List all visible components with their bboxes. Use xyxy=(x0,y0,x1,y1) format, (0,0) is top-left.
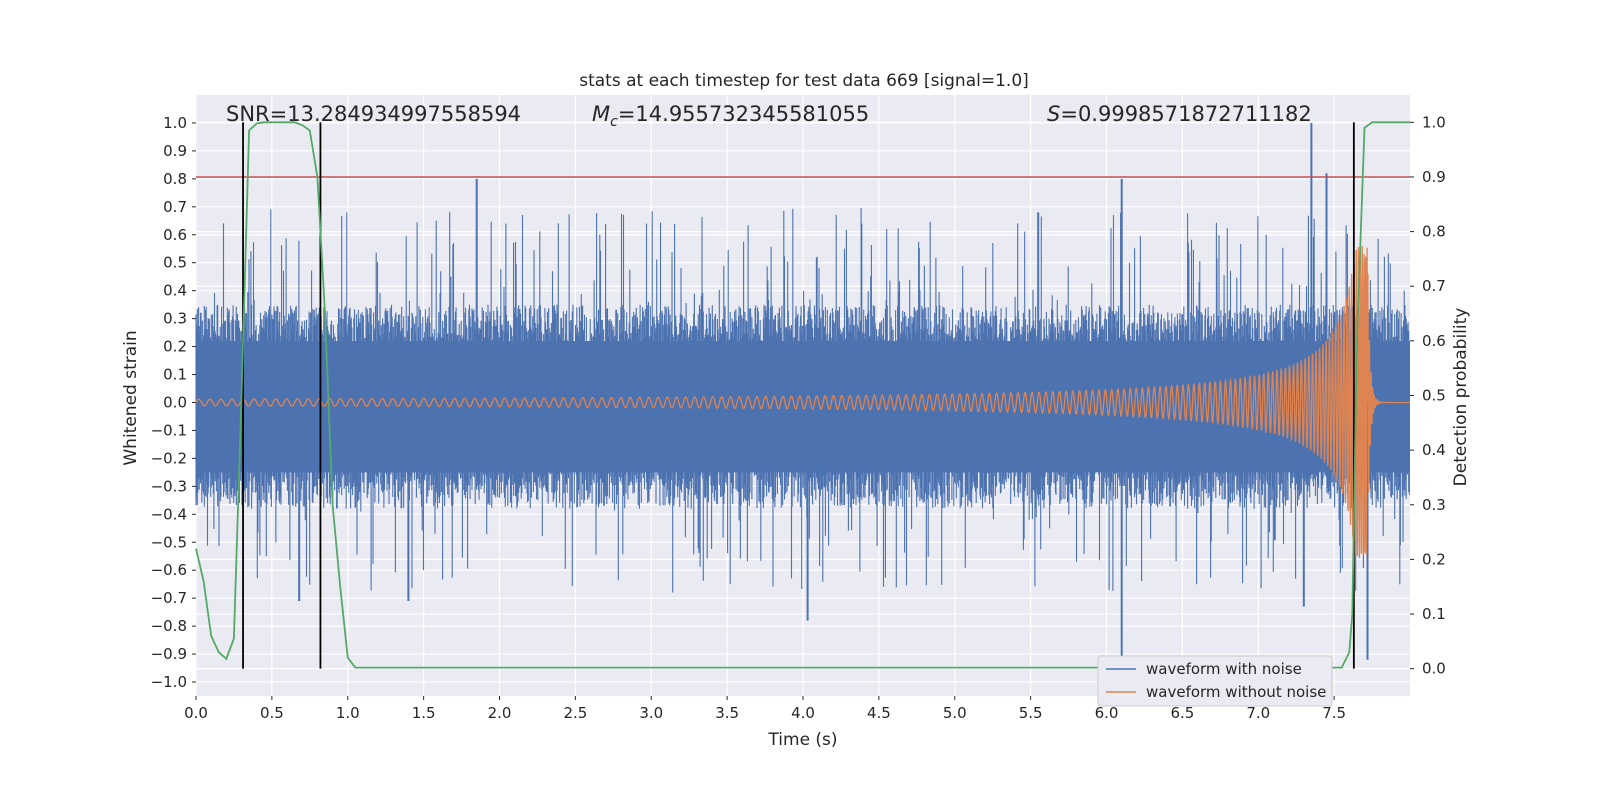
x-axis-label: Time (s) xyxy=(767,730,837,750)
significance-annotation: S=0.9998571872711182 xyxy=(1047,102,1312,126)
y-tick-label: 0.7 xyxy=(163,198,187,216)
y-tick-label: −0.2 xyxy=(151,449,187,467)
mc-symbol: M xyxy=(592,102,610,126)
mc-subscript: c xyxy=(610,114,618,130)
y-right-tick-label: 0.4 xyxy=(1422,441,1446,459)
y-right-tick-label: 0.5 xyxy=(1422,387,1446,405)
y-axis-label: Whitened strain xyxy=(121,330,141,465)
y-right-tick-label: 0.8 xyxy=(1422,223,1446,241)
x-tick-label: 5.0 xyxy=(943,704,967,722)
y-tick-label: −0.8 xyxy=(151,617,187,635)
snr-annotation: SNR=13.284934997558594 xyxy=(226,102,521,126)
x-tick-label: 5.5 xyxy=(1019,704,1043,722)
y-tick-label: −0.1 xyxy=(151,421,187,439)
y-right-tick-label: 0.3 xyxy=(1422,496,1446,514)
y-right-tick-label: 0.0 xyxy=(1422,660,1446,678)
y-tick-label: −1.0 xyxy=(151,673,187,691)
y-tick-label: −0.4 xyxy=(151,505,187,523)
y-right-tick-label: 0.9 xyxy=(1422,168,1446,186)
x-tick-label: 7.5 xyxy=(1322,704,1346,722)
y-right-tick-label: 1.0 xyxy=(1422,113,1446,131)
y-tick-label: −0.3 xyxy=(151,477,187,495)
y-tick-label: 1.0 xyxy=(163,114,187,132)
y-tick-label: 0.0 xyxy=(163,393,187,411)
x-tick-label: 1.5 xyxy=(412,704,436,722)
x-tick-label: 4.5 xyxy=(867,704,891,722)
x-tick-label: 2.0 xyxy=(488,704,512,722)
chirp-mass-annotation: Mc=14.955732345581055 xyxy=(592,102,869,130)
y-right-tick-label: 0.2 xyxy=(1422,550,1446,568)
y-right-tick-label: 0.6 xyxy=(1422,332,1446,350)
y-axis-ticks: 1.0 0.9 0.8 0.7 0.6 0.5 0.4 0.3 0.2 0.1 0.0 −0.1 −0.… xyxy=(151,114,196,691)
x-tick-label: 6.5 xyxy=(1170,704,1194,722)
legend-label-noise: waveform with noise xyxy=(1146,660,1302,678)
y-right-axis-label: Detection probability xyxy=(1451,308,1471,487)
series-waveform-without-noise xyxy=(195,246,1410,559)
y-tick-label: 0.2 xyxy=(163,338,187,356)
x-tick-label: 3.5 xyxy=(715,704,739,722)
y-tick-label: −0.9 xyxy=(151,645,187,663)
y-tick-label: 0.9 xyxy=(163,142,187,160)
x-tick-label: 4.0 xyxy=(791,704,815,722)
plot-area xyxy=(195,121,1410,669)
y-tick-label: 0.6 xyxy=(163,226,187,244)
series-detection-probability xyxy=(195,121,1410,669)
x-tick-label: 6.0 xyxy=(1095,704,1119,722)
y-right-tick-label: 0.1 xyxy=(1422,605,1446,623)
x-tick-label: 7.0 xyxy=(1246,704,1270,722)
x-tick-label: 2.5 xyxy=(563,704,587,722)
y-tick-label: 0.5 xyxy=(163,254,187,272)
y-tick-label: 0.8 xyxy=(163,170,187,188)
y-tick-label: 0.3 xyxy=(163,310,187,328)
s-value: =0.9998571872711182 xyxy=(1060,102,1311,126)
y-right-tick-label: 0.7 xyxy=(1422,277,1446,295)
y-tick-label: 0.1 xyxy=(163,366,187,384)
s-symbol: S xyxy=(1047,102,1060,126)
y-tick-label: −0.5 xyxy=(151,533,187,551)
y-tick-label: −0.6 xyxy=(151,561,187,579)
x-tick-label: 1.0 xyxy=(336,704,360,722)
y-tick-label: −0.7 xyxy=(151,589,187,607)
x-tick-label: 0.5 xyxy=(260,704,284,722)
y-tick-label: 0.4 xyxy=(163,282,187,300)
legend-label-clean: waveform without noise xyxy=(1146,683,1326,701)
x-tick-label: 0.0 xyxy=(184,704,208,722)
x-tick-label: 3.0 xyxy=(639,704,663,722)
chart-title: stats at each timestep for test data 669… xyxy=(579,71,1029,91)
vertical-markers xyxy=(242,122,1355,669)
y-right-axis-ticks: 1.0 0.9 0.8 0.7 0.6 0.5 0.4 0.3 0.2 0.1 0.0 xyxy=(1410,113,1446,678)
x-axis-ticks: 0.0 0.5 1.0 1.5 2.0 2.5 3.0 3.5 4.0 4.5 5.0 5.5 6.0 6… xyxy=(184,696,1346,722)
legend: waveform with noise waveform without noi… xyxy=(1097,655,1333,707)
series-waveform-with-noise-spikes xyxy=(298,123,1369,663)
legend-box xyxy=(1097,655,1333,707)
mc-value: =14.955732345581055 xyxy=(618,102,869,126)
